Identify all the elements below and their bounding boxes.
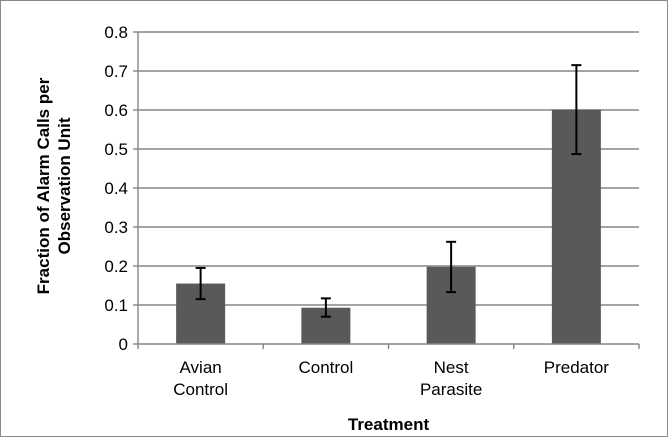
y-tick-label: 0.2 xyxy=(104,257,128,276)
y-tick-label: 0.8 xyxy=(104,23,128,42)
x-axis-title: Treatment xyxy=(348,415,430,434)
error-bar xyxy=(446,240,457,294)
y-tick-label: 0.6 xyxy=(104,101,128,120)
y-tick-label: 0 xyxy=(119,335,128,354)
y-tick-label: 0.4 xyxy=(104,179,128,198)
x-tick-label: Control xyxy=(298,358,353,377)
x-tick-label: Predator xyxy=(544,358,610,377)
error-bar xyxy=(195,266,206,301)
axes xyxy=(133,31,640,349)
x-tick-labels: Avian Control Control Nest Parasite Predator xyxy=(173,358,609,399)
x-tick-label: Nest Parasite xyxy=(420,358,482,399)
error-bars xyxy=(195,64,582,318)
error-bar xyxy=(571,64,582,156)
y-tick-label: 0.7 xyxy=(104,62,128,81)
gridlines xyxy=(138,31,639,306)
y-tick-label: 0.5 xyxy=(104,140,128,159)
y-tick-label: 0.1 xyxy=(104,296,128,315)
error-bar xyxy=(320,297,331,318)
y-tick-labels: 0 0.1 0.2 0.3 0.4 0.5 0.6 0.7 0.8 xyxy=(104,23,128,354)
y-tick-label: 0.3 xyxy=(104,218,128,237)
y-axis-title: Fraction of Alarm Calls per Observation U… xyxy=(34,77,74,294)
x-tick-label: Avian Control xyxy=(173,358,228,399)
